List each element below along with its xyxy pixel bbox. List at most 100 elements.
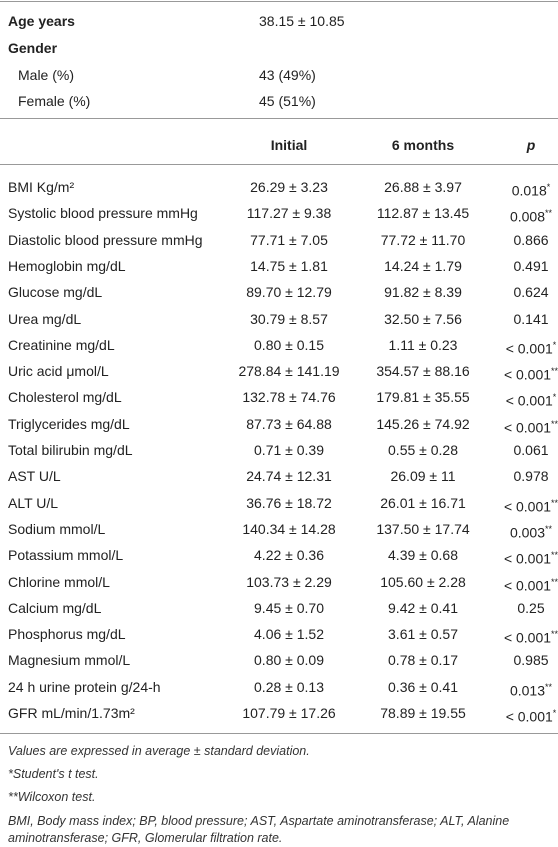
- initial-value: 9.45 ± 0.70: [254, 599, 324, 616]
- row-label: Phosphorus mg/dL: [8, 626, 126, 643]
- six-month-value: 32.50 ± 7.56: [384, 310, 462, 327]
- row-label: Potassium mmol/L: [8, 547, 124, 564]
- initial-value: 140.34 ± 14.28: [242, 520, 336, 537]
- initial-value: 4.06 ± 1.52: [254, 626, 324, 643]
- p-value: < 0.001**: [503, 366, 558, 383]
- p-value: 0.491: [513, 257, 549, 274]
- significance-mark: **: [551, 366, 558, 377]
- significance-mark: **: [551, 550, 558, 561]
- significance-mark: *: [552, 392, 557, 403]
- p-value: 0.141: [513, 310, 549, 327]
- six-month-value: 0.78 ± 0.17: [388, 652, 458, 669]
- row-label: Female (%): [18, 93, 91, 109]
- row-value: 38.15 ± 10.85: [259, 13, 345, 29]
- six-month-value: 4.39 ± 0.68: [388, 547, 458, 564]
- initial-value: 0.71 ± 0.39: [254, 442, 324, 458]
- initial-value: 0.80 ± 0.15: [254, 336, 324, 353]
- column-header: p: [526, 137, 536, 153]
- row-label: Urea mg/dL: [8, 310, 82, 327]
- row-label: Uric acid μmol/L: [8, 363, 109, 380]
- p-value: < 0.001**: [503, 576, 558, 594]
- p-value: < 0.001**: [503, 550, 558, 567]
- significance-mark: **: [545, 681, 553, 692]
- significance-mark: **: [551, 497, 558, 508]
- six-month-value: 3.61 ± 0.57: [388, 626, 458, 643]
- p-value: 0.061: [513, 442, 549, 458]
- significance-mark: *: [552, 708, 557, 718]
- row-label: Total bilirubin mg/dL: [8, 442, 133, 458]
- p-value: 0.866: [513, 231, 549, 248]
- initial-value: 278.84 ± 141.19: [238, 363, 340, 380]
- six-month-value: 9.42 ± 0.41: [388, 599, 458, 616]
- six-month-value: 0.36 ± 0.41: [388, 678, 458, 695]
- p-value: < 0.001*: [505, 708, 557, 725]
- p-value: 0.985: [513, 652, 549, 669]
- row-label: Gender: [8, 40, 58, 56]
- six-month-value: 105.60 ± 2.28: [380, 573, 466, 590]
- p-value: 0.978: [513, 468, 549, 485]
- initial-value: 4.22 ± 0.36: [254, 547, 324, 564]
- row-label: Systolic blood pressure mmHg: [8, 205, 198, 222]
- six-month-value: 0.55 ± 0.28: [388, 442, 458, 458]
- six-month-value: 78.89 ± 19.55: [380, 705, 466, 721]
- initial-value: 36.76 ± 18.72: [246, 494, 332, 511]
- p-value: 0.25: [517, 599, 545, 616]
- six-month-value: 179.81 ± 35.55: [376, 389, 470, 406]
- significance-mark: **: [551, 576, 558, 587]
- row-label: Diastolic blood pressure mmHg: [8, 231, 203, 248]
- p-value: 0.018*: [511, 182, 551, 199]
- initial-value: 77.71 ± 7.05: [250, 231, 328, 248]
- row-label: Age years: [8, 13, 75, 29]
- initial-value: 89.70 ± 12.79: [246, 284, 332, 301]
- initial-value: 14.75 ± 1.81: [250, 257, 328, 274]
- column-header: 6 months: [391, 137, 455, 153]
- row-label: Magnesium mmol/L: [8, 652, 131, 669]
- significance-mark: *: [546, 182, 551, 192]
- six-month-value: 91.82 ± 8.39: [384, 284, 462, 301]
- row-label: GFR mL/min/1.73m²: [8, 705, 135, 721]
- row-label: Triglycerides mg/dL: [8, 415, 130, 432]
- six-month-value: 1.11 ± 0.23: [388, 336, 458, 353]
- initial-value: 103.73 ± 2.29: [246, 573, 332, 590]
- initial-value: 0.28 ± 0.13: [254, 678, 324, 695]
- row-label: Male (%): [18, 67, 75, 83]
- significance-mark: **: [545, 208, 553, 219]
- row-label: BMI Kg/m²: [8, 179, 75, 195]
- row-label: 24 h urine protein g/24-h: [8, 678, 161, 695]
- p-value: 0.624: [513, 284, 549, 301]
- row-label: ALT U/L: [8, 494, 59, 511]
- row-label: Hemoglobin mg/dL: [8, 257, 126, 274]
- six-month-value: 145.26 ± 74.92: [376, 415, 470, 432]
- row-label: Cholesterol mg/dL: [8, 389, 122, 406]
- initial-value: 87.73 ± 64.88: [246, 415, 332, 432]
- rule: [0, 1, 558, 2]
- six-month-value: 77.72 ± 11.70: [380, 231, 466, 248]
- rule: [0, 733, 558, 734]
- footnote: **Wilcoxon test.: [8, 790, 96, 804]
- footnote: BMI, Body mass index; BP, blood pressure…: [8, 814, 510, 845]
- row-value: 45 (51%): [259, 93, 316, 109]
- six-month-value: 26.01 ± 16.71: [380, 494, 466, 511]
- p-value: < 0.001**: [503, 497, 558, 515]
- significance-mark: **: [551, 629, 558, 640]
- six-month-value: 112.87 ± 13.45: [376, 205, 470, 222]
- row-label: Creatinine mg/dL: [8, 336, 115, 353]
- row-label: Sodium mmol/L: [8, 520, 106, 537]
- row-value: 43 (49%): [259, 67, 316, 83]
- p-value: 0.008**: [509, 208, 553, 225]
- initial-value: 132.78 ± 74.76: [242, 389, 336, 406]
- p-value: 0.013**: [509, 681, 553, 699]
- initial-value: 107.79 ± 17.26: [242, 705, 336, 721]
- row-label: Calcium mg/dL: [8, 599, 102, 616]
- six-month-value: 26.88 ± 3.97: [384, 179, 462, 195]
- initial-value: 24.74 ± 12.31: [246, 468, 332, 485]
- significance-mark: **: [551, 418, 558, 429]
- significance-mark: *: [552, 339, 557, 350]
- row-label: Glucose mg/dL: [8, 284, 103, 301]
- p-value: 0.003**: [509, 523, 553, 541]
- row-label: Chlorine mmol/L: [8, 573, 110, 590]
- six-month-value: 354.57 ± 88.16: [376, 363, 470, 380]
- significance-mark: **: [545, 523, 553, 534]
- initial-value: 30.79 ± 8.57: [250, 310, 328, 327]
